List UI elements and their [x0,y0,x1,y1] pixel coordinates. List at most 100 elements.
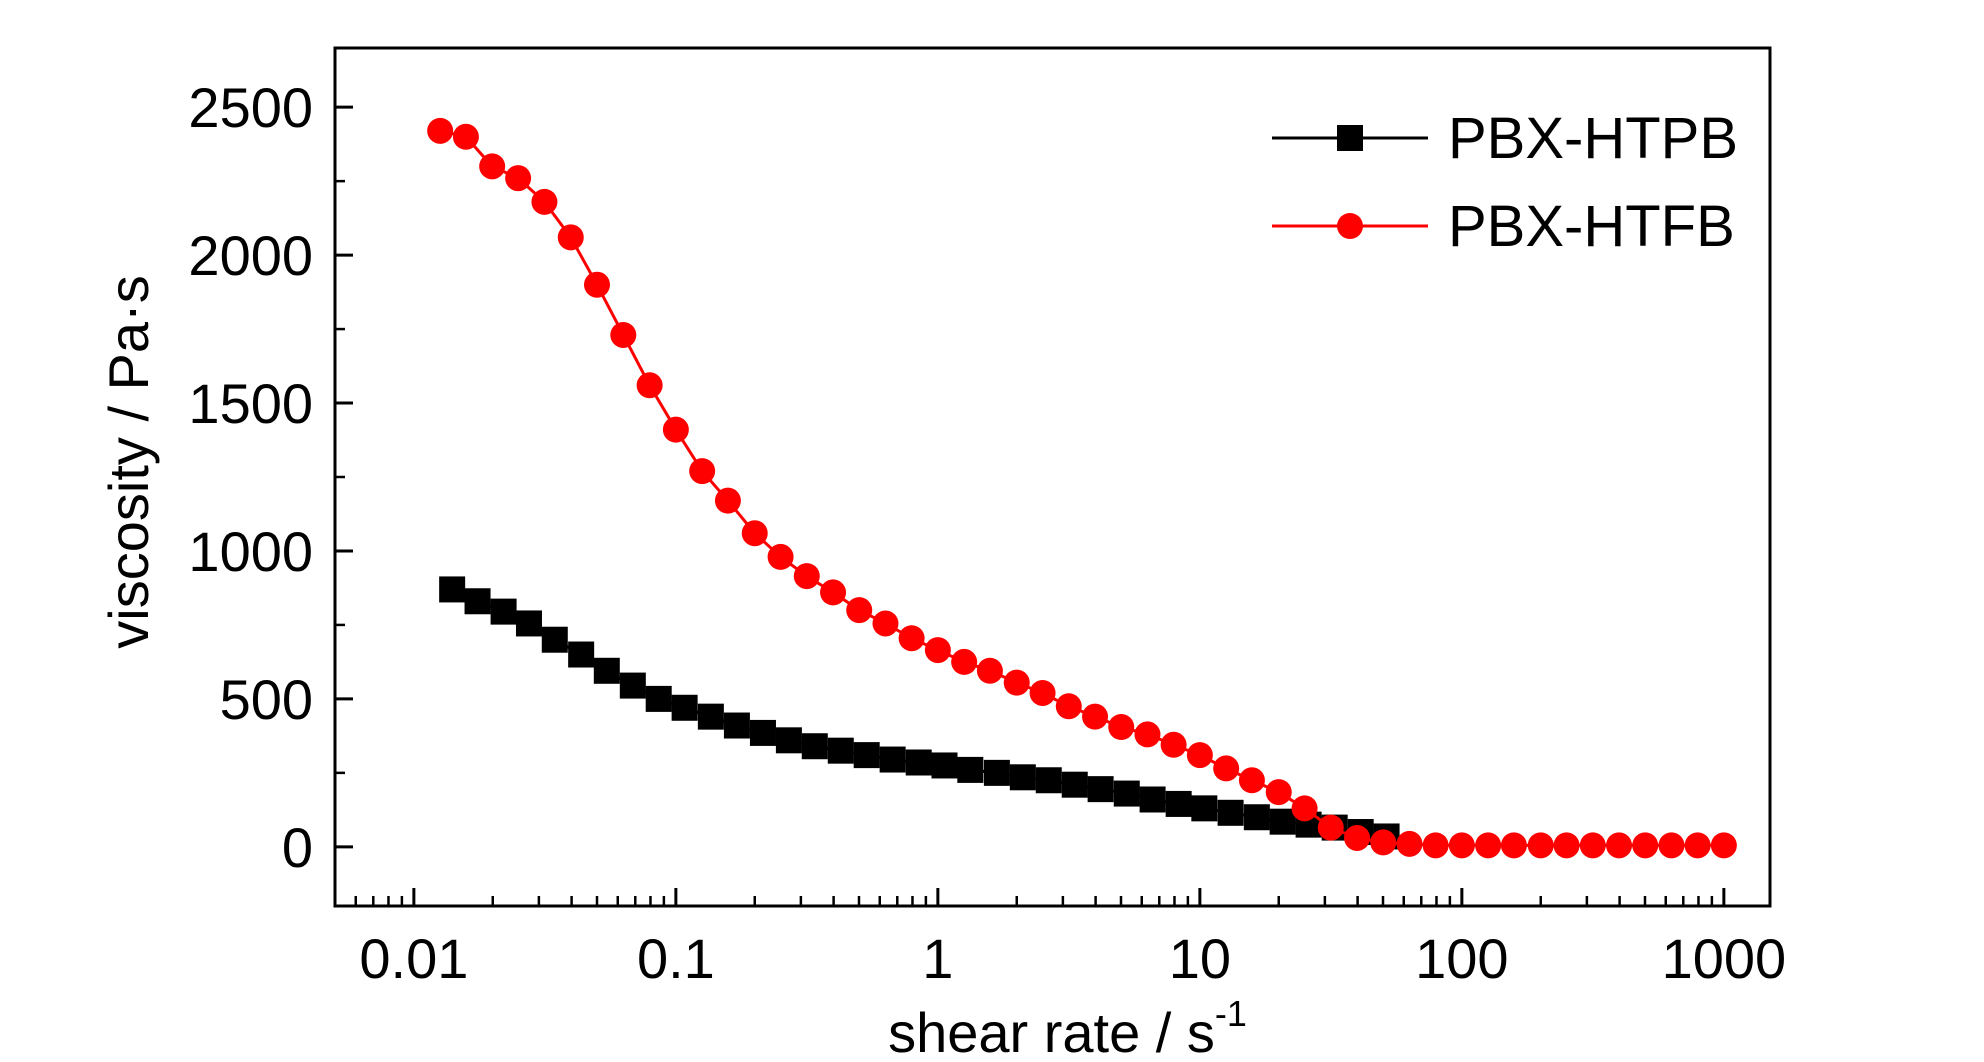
data-point [531,188,558,215]
data-point [820,579,847,606]
legend-item: PBX-HTPB [1272,106,1738,171]
data-point [1684,832,1711,859]
series-pbx-htfb [427,117,1737,859]
data-point [1009,764,1036,791]
x-axis-label-superscript: -1 [1215,993,1247,1034]
x-tick-label: 1000 [1662,927,1787,990]
data-point [1087,776,1114,803]
data-point [1003,669,1030,696]
data-point [1291,795,1318,822]
series-pbx-htpb [439,576,1400,850]
y-axis-ticks: 0 500 1000 1500 2000 2500 [188,76,353,879]
series-layer [427,117,1737,859]
y-tick-label: 1500 [188,372,313,435]
data-point [1113,780,1140,807]
data-point [872,610,899,637]
data-point [775,727,802,754]
y-minor-ticks [335,179,345,775]
data-point [1370,829,1397,856]
data-point [1134,721,1161,748]
data-point [1500,832,1527,859]
x-axis-label-text: shear rate / s [888,1001,1215,1062]
data-point [1632,832,1659,859]
legend-label: PBX-HTPB [1448,106,1738,171]
data-point [1139,786,1166,813]
data-point [541,626,568,653]
data-point [983,759,1010,786]
x-tick-label: 1 [922,927,953,990]
data-point [924,637,951,664]
data-point [801,733,828,760]
y-tick-label: 1000 [188,520,313,583]
x-minor-ticks [354,896,1714,906]
data-point [515,610,542,637]
data-point [741,520,768,547]
data-point [464,588,491,615]
data-point [951,648,978,675]
data-point [490,598,517,625]
data-point [931,752,958,779]
data-point [1243,804,1270,831]
data-point [636,372,663,399]
data-point [452,123,479,150]
data-point [1238,767,1265,794]
data-point [1553,832,1580,859]
y-tick-label: 500 [220,668,313,731]
data-point [619,672,646,699]
x-axis-label: shear rate / s-1 [888,993,1247,1062]
data-point [957,756,984,783]
data-point [1055,693,1082,720]
x-axis-ticks: 0.01 0.1 1 10 100 1000 [359,888,1786,990]
data-point [1317,814,1344,841]
data-point [1213,755,1240,782]
data-point [898,625,925,652]
data-point [1082,703,1109,730]
data-point [1035,767,1062,794]
y-tick-label: 0 [282,816,313,879]
data-point [1165,790,1192,817]
legend: PBX-HTPB PBX-HTFB [1272,106,1738,259]
legend-item: PBX-HTFB [1272,194,1735,259]
data-point [723,712,750,739]
x-tick-label: 100 [1415,927,1508,990]
data-point [671,694,698,721]
data-point [879,746,906,773]
data-point [767,543,794,570]
data-point [439,576,466,603]
data-point [1186,742,1213,769]
data-point [846,597,873,624]
data-point [1658,832,1685,859]
data-point [905,749,932,776]
data-point [853,742,880,769]
data-point [427,117,454,144]
data-point [827,737,854,764]
data-point [1344,824,1371,851]
data-point [1108,714,1135,741]
data-point [1061,771,1088,798]
x-tick-label: 0.01 [359,927,468,990]
data-point [1475,832,1502,859]
data-point [1265,779,1292,806]
data-point [662,416,689,443]
data-point [1217,799,1244,826]
data-point [593,657,620,684]
data-point [793,563,820,590]
data-point [697,703,724,730]
legend-marker [1337,125,1363,151]
data-point [689,458,716,485]
data-point [749,719,776,746]
data-point [583,271,610,298]
data-point [557,224,584,251]
data-point [1422,832,1449,859]
data-point [1160,731,1187,758]
data-point [645,685,672,712]
y-tick-label: 2500 [188,76,313,139]
data-point [1029,679,1056,706]
x-tick-label: 0.1 [637,927,715,990]
data-point [479,153,506,180]
data-point [1396,830,1423,857]
legend-label: PBX-HTFB [1448,194,1735,259]
data-point [1579,832,1606,859]
data-point [1710,832,1737,859]
